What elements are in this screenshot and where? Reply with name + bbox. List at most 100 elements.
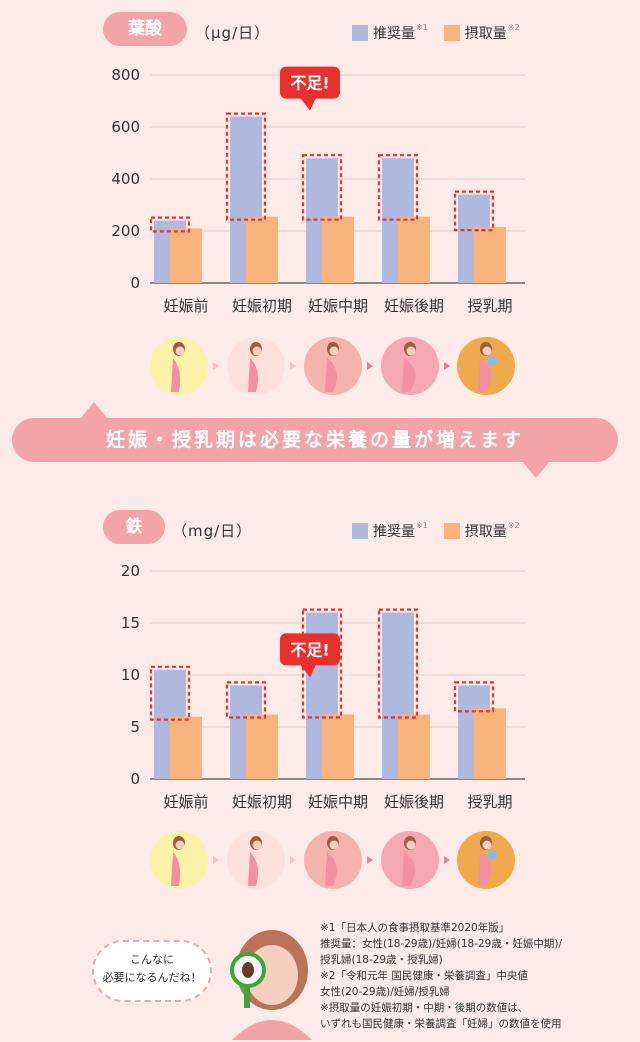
recommended-swatch <box>352 25 368 41</box>
bar-intake <box>170 716 202 779</box>
woman-figure-icon <box>402 342 416 392</box>
note-7: いずれも国民健康・栄養調査「妊婦」の数値を使用 <box>320 1018 562 1030</box>
y-tick-label: 20 <box>121 562 140 580</box>
woman-figure-icon <box>171 342 185 392</box>
callout-pointer <box>300 664 316 678</box>
x-tick-label: 妊娠後期 <box>384 793 444 811</box>
y-tick-label: 5 <box>130 718 140 736</box>
callout-box <box>280 66 340 99</box>
banner-pointer-up <box>80 402 108 419</box>
note-6: ※摂取量の妊娠初期・中期・後期の数値は、 <box>320 1002 529 1014</box>
x-tick-label: 授乳期 <box>467 297 512 315</box>
legend-intake-label: 摂取量 <box>464 524 507 540</box>
bar-intake <box>246 216 278 283</box>
woman-figure-icon <box>248 342 262 392</box>
bar-intake <box>474 708 506 779</box>
legend-intake: 摂取量 ※2 <box>443 22 520 43</box>
x-tick-label: 妊娠初期 <box>232 297 292 315</box>
shortage-callout: 不足! <box>280 633 340 678</box>
legend-2: 推奨量 ※1 摂取量 ※2 <box>352 521 536 541</box>
callout-pointer <box>300 97 316 111</box>
legend-intake-note: ※2 <box>507 22 520 32</box>
x-tick-label: 妊娠前 <box>163 297 208 315</box>
callout-text: 不足! <box>290 74 329 93</box>
deficit-box <box>301 608 343 719</box>
bar-intake <box>170 228 202 283</box>
stage-arrow-icon <box>290 362 296 370</box>
iron-chart: 0 5 10 15 20 妊娠前 妊娠初期 妊娠中期 妊娠後期 授乳期 不足! <box>121 562 525 811</box>
stage-arrow-icon <box>290 856 296 864</box>
speech-line-1: こんなに <box>130 953 174 966</box>
footnotes: ※1「日本人の食事摂取基準2020年版」 推奨量：女性(18-29歳)/妊婦(1… <box>320 920 630 1032</box>
note-1: ※1「日本人の食事摂取基準2020年版」 <box>320 922 510 934</box>
pre-pregnancy-woman-icon <box>150 337 208 395</box>
bar-intake <box>322 216 354 283</box>
y-tick-label: 0 <box>130 274 140 292</box>
shortage-callout: 不足! <box>280 66 340 111</box>
stage-arrow-icon <box>444 856 450 864</box>
note-4: ※2「令和元年 国民健康・栄養調査」中央値 <box>320 970 528 982</box>
bar-intake <box>398 216 430 283</box>
y-tick-label: 200 <box>111 222 140 240</box>
deficit-box <box>225 681 267 719</box>
y-tick-label: 10 <box>121 666 140 684</box>
folic-unit-label: （μg/日） <box>195 24 271 42</box>
legend-rec-note: ※1 <box>416 22 428 32</box>
intake-swatch <box>443 523 460 539</box>
speech-bubble: こんなに 必要になるんだね！ <box>92 940 212 1002</box>
x-tick-label: 妊娠中期 <box>308 297 368 315</box>
recommended-swatch <box>352 523 368 539</box>
stage-arrow-icon <box>213 856 219 864</box>
early-pregnancy-woman-icon <box>227 831 285 889</box>
pre-pregnancy-woman-icon <box>150 831 208 889</box>
legend-rec-note: ※1 <box>416 520 428 530</box>
x-tick-label: 妊娠前 <box>163 793 208 811</box>
woman-figure-icon <box>478 836 497 886</box>
stage-arrow-icon <box>367 362 373 370</box>
speech-line-2: 必要になるんだね！ <box>102 971 202 984</box>
deficit-box <box>149 665 191 721</box>
bar-intake <box>322 714 354 779</box>
legend-recommended-label: 推奨量 <box>373 524 415 540</box>
y-tick-label: 600 <box>111 118 140 136</box>
bar-intake <box>398 714 430 779</box>
x-tick-label: 妊娠後期 <box>384 297 444 315</box>
y-tick-label: 15 <box>121 614 140 632</box>
deficit-box <box>377 154 419 221</box>
banner-pointer-down <box>522 461 550 478</box>
deficit-box <box>301 154 343 221</box>
x-tick-label: 妊娠初期 <box>232 793 292 811</box>
woman-figure-icon <box>402 836 416 886</box>
bar-intake <box>246 714 278 779</box>
woman-figure-icon <box>325 342 339 392</box>
legend-recommended-2: 推奨量 ※1 <box>352 521 428 541</box>
bar-intake <box>474 227 506 283</box>
headline-banner: 妊娠・授乳期は必要な栄養の量が増えます <box>12 418 618 462</box>
deficit-box <box>225 112 267 221</box>
legend-intake-2: 摂取量 ※2 <box>443 520 520 541</box>
deficit-box <box>377 608 419 719</box>
note-5: 女性(20-29歳)/妊婦/授乳婦 <box>320 986 450 998</box>
note-3: 授乳婦(18-29歳・授乳婦) <box>320 954 443 966</box>
deficit-box <box>453 681 495 713</box>
x-tick-label: 授乳期 <box>467 793 512 811</box>
early-pregnancy-woman-icon <box>227 337 285 395</box>
woman-figure-icon <box>325 836 339 886</box>
y-tick-label: 400 <box>111 170 140 188</box>
deficit-box <box>453 190 495 232</box>
iron-unit-label: （mg/日） <box>172 522 253 540</box>
folic-acid-badge: 葉酸 <box>103 12 187 46</box>
x-tick-label: 妊娠中期 <box>308 793 368 811</box>
legend-1: 推奨量 ※1 摂取量 ※2 <box>352 23 536 43</box>
woman-figure-icon <box>478 342 497 392</box>
y-tick-label: 800 <box>111 66 140 84</box>
woman-figure-icon <box>248 836 262 886</box>
iron-badge: 鉄 <box>103 510 165 544</box>
intake-swatch <box>443 25 460 41</box>
note-2: 推奨量：女性(18-29歳)/妊婦(18-29歳・妊娠中期)/ <box>320 938 562 950</box>
legend-recommended-label: 推奨量 <box>373 26 415 42</box>
y-tick-label: 0 <box>130 770 140 788</box>
legend-intake-note: ※2 <box>507 520 520 530</box>
callout-box <box>280 633 340 666</box>
deficit-box <box>149 216 191 233</box>
